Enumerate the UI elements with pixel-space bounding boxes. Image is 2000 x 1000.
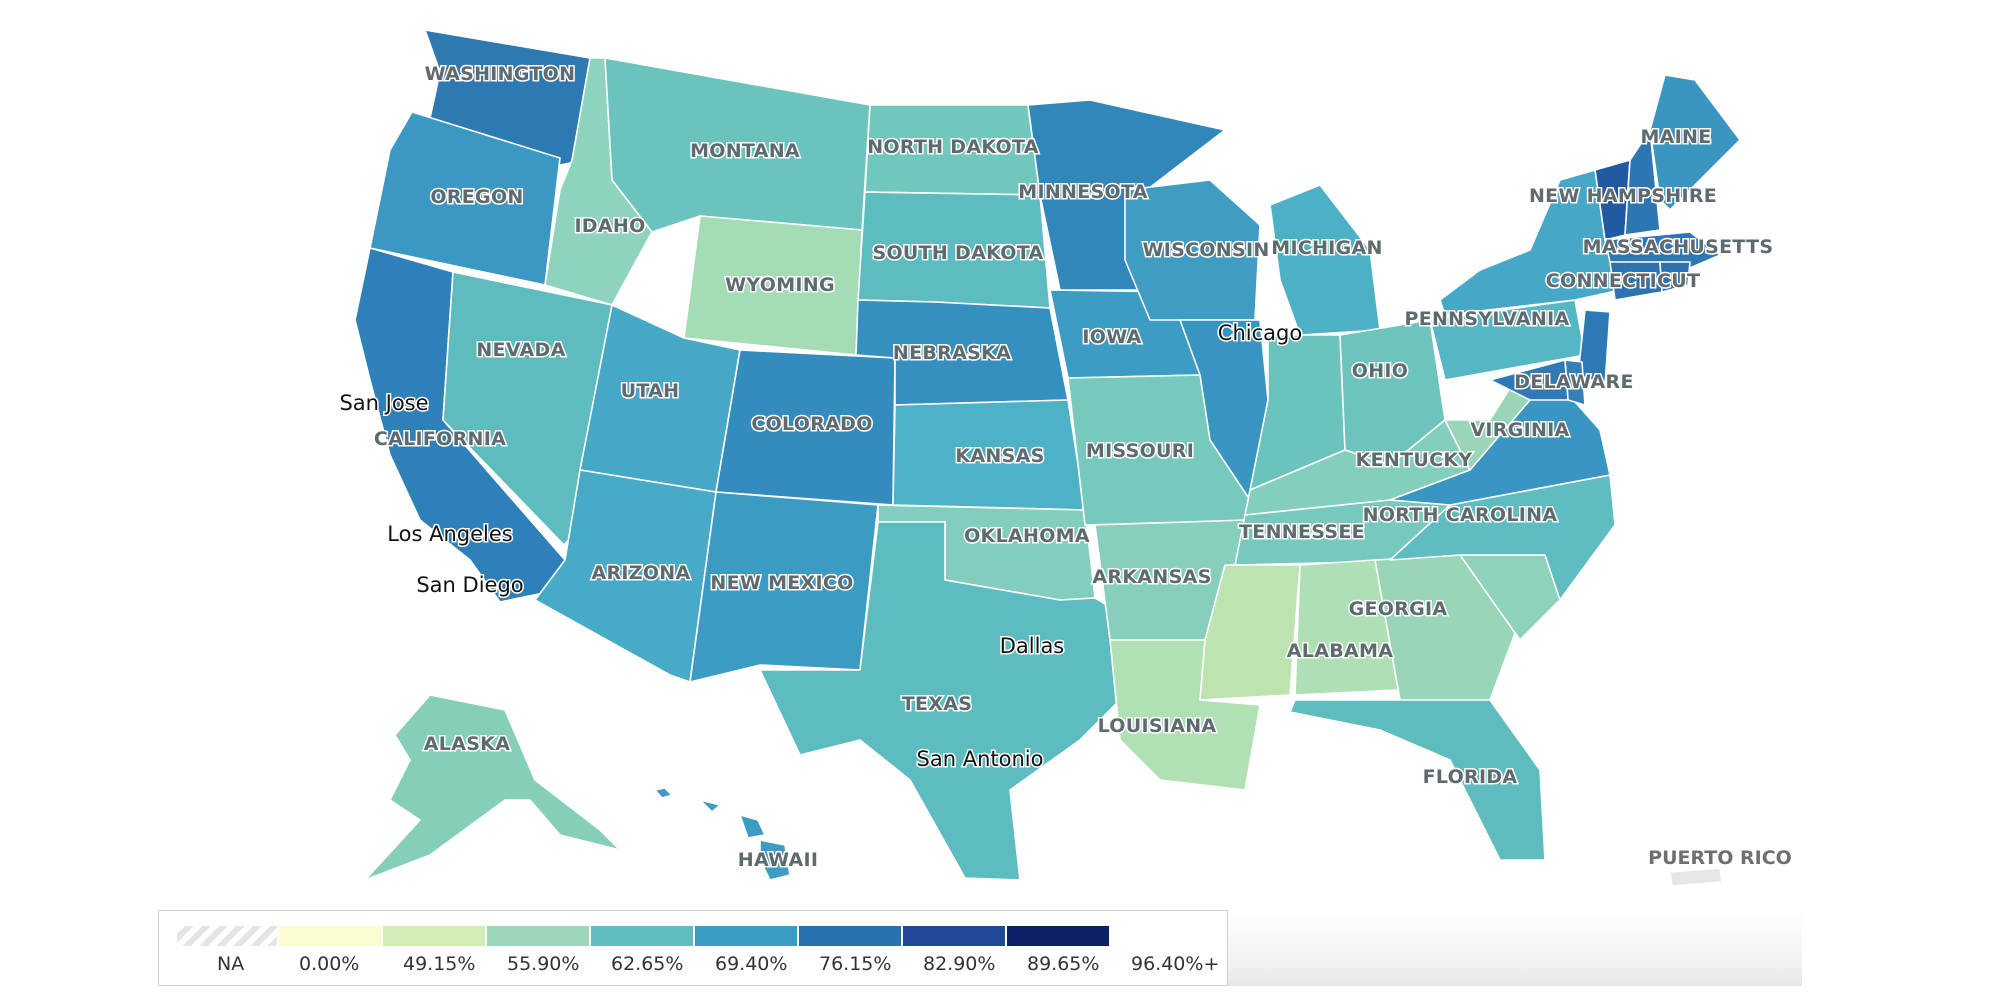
state-label-ky: KENTUCKY [1356,449,1473,471]
legend-swatch-2 [383,926,485,946]
state-label-wy: WYOMING [725,274,835,296]
legend-label-na: NA [217,953,245,975]
state-label-ok: OKLAHOMA [964,525,1090,547]
state-label-ia: IOWA [1082,326,1141,348]
state-label-nc: NORTH CAROLINA [1363,504,1558,526]
state-label-ma: MASSACHUSETTS [1583,236,1774,258]
legend-swatch-5 [695,926,797,946]
state-nm[interactable] [689,491,879,683]
state-hi[interactable] [654,787,791,881]
legend-label-1: 49.15% [403,953,476,975]
state-label-ga: GEORGIA [1349,598,1448,620]
state-label-nv: NEVADA [476,339,565,361]
state-label-tn: TENNESSEE [1239,521,1365,543]
state-label-oh: OHIO [1352,360,1408,382]
legend-label-4: 69.40% [715,953,788,975]
state-ri[interactable] [1659,261,1691,293]
legend-label-5: 76.15% [819,953,892,975]
state-label-fl: FLORIDA [1423,766,1518,788]
state-label-ks: KANSAS [955,445,1044,467]
state-label-ak: ALASKA [424,733,510,755]
city-label-san-jose: San Jose [339,391,428,415]
city-label-san-diego: San Diego [416,573,523,597]
city-label-chicago: Chicago [1218,321,1302,345]
state-label-ca: CALIFORNIA [374,428,506,450]
legend-label-6: 82.90% [923,953,996,975]
state-me[interactable] [1649,74,1741,211]
state-label-mt: MONTANA [690,140,800,162]
puerto-rico-label: PUERTO RICO [1648,847,1792,869]
states-layer [354,29,1741,887]
state-label-ar: ARKANSAS [1092,566,1211,588]
state-label-ut: UTAH [621,380,680,402]
legend-swatch-na [177,926,277,946]
state-label-wi: WISCONSIN [1142,239,1269,261]
state-ms[interactable] [1199,564,1301,701]
legend-swatch-1 [279,926,381,946]
state-label-pa: PENNSYLVANIA [1404,308,1569,330]
state-label-az: ARIZONA [591,562,690,584]
state-mi[interactable] [1269,184,1381,336]
legend-label-7: 89.65% [1027,953,1100,975]
state-fl[interactable] [1289,699,1546,861]
legend-label-8: 96.40%+ [1131,953,1220,975]
state-pr[interactable] [1669,867,1723,887]
state-ak[interactable] [364,694,621,881]
state-label-ct: CONNECTICUT [1546,270,1700,292]
city-label-los-angeles: Los Angeles [387,522,512,546]
state-label-al: ALABAMA [1287,640,1393,662]
legend-label-3: 62.65% [611,953,684,975]
state-label-tx: TEXAS [902,693,972,715]
legend-swatch-8 [1007,926,1109,946]
state-label-de: DELAWARE [1514,371,1634,393]
state-label-la: LOUISIANA [1098,715,1217,737]
state-label-co: COLORADO [751,413,872,435]
legend: NA 0.00% 49.15% 55.90% 62.65% 69.40% 76.15% 82… [158,910,1228,986]
state-label-va: VIRGINIA [1470,419,1569,441]
state-label-hi: HAWAII [738,849,819,871]
state-ma[interactable] [1604,231,1721,269]
state-label-wa: WASHINGTON [425,63,576,85]
legend-swatch-6 [799,926,901,946]
state-nj[interactable] [1577,309,1611,386]
legend-swatch-7 [903,926,1005,946]
state-label-mn: MINNESOTA [1018,181,1147,203]
legend-label-2: 55.90% [507,953,580,975]
state-label-ne: NEBRASKA [893,342,1011,364]
legend-swatch-3 [487,926,589,946]
state-label-sd: SOUTH DAKOTA [872,242,1043,264]
state-label-nh: NEW HAMPSHIRE [1529,185,1717,207]
state-label-mo: MISSOURI [1086,440,1194,462]
city-labels-layer: Chicago San Jose Los Angeles San Diego Dalla… [338,320,1304,773]
city-label-san-antonio: San Antonio [917,747,1044,771]
state-or[interactable] [369,111,561,286]
city-label-dallas: Dallas [1000,634,1065,658]
state-label-me: MAINE [1640,126,1711,148]
state-nh[interactable] [1624,129,1661,236]
state-label-mi: MICHIGAN [1271,237,1383,259]
state-label-id: IDAHO [574,215,645,237]
state-label-nm: NEW MEXICO [710,572,853,594]
state-labels-layer: WASHINGTON OREGON CALIFORNIA NEVADA IDAHO MON… [372,62,1774,873]
state-label-nd: NORTH DAKOTA [867,136,1039,158]
legend-swatch-4 [591,926,693,946]
legend-label-0: 0.00% [299,953,360,975]
state-md[interactable] [1489,359,1569,401]
state-tx[interactable] [759,521,1121,881]
state-label-or: OREGON [430,186,523,208]
legend-shadow [1226,910,1802,986]
